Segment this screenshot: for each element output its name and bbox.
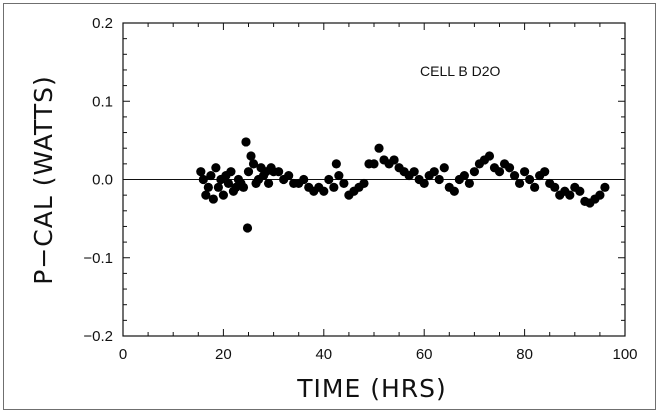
data-point: [575, 186, 585, 196]
data-point: [530, 182, 540, 192]
data-point: [514, 178, 525, 189]
data-point: [595, 190, 605, 200]
data-point: [409, 167, 419, 177]
data-point: [484, 151, 495, 161]
x-tick-label: 40: [315, 346, 332, 363]
data-point: [464, 178, 474, 189]
data-point: [263, 178, 274, 189]
data-point: [196, 167, 206, 177]
x-tick-label: 60: [416, 346, 433, 363]
data-point: [439, 163, 449, 173]
figure-frame: [3, 3, 656, 410]
x-axis-title: TIME (HRS): [296, 374, 447, 403]
data-point: [520, 167, 530, 177]
x-ticks: [122, 23, 626, 336]
data-point: [274, 167, 284, 177]
data-point: [218, 190, 228, 200]
data-points: [196, 137, 610, 233]
y-tick-label: −0.1: [83, 250, 113, 267]
data-point: [600, 182, 610, 192]
data-point: [525, 174, 535, 185]
data-point: [434, 174, 444, 185]
data-point: [550, 182, 560, 192]
y-tick-label: 0.2: [92, 15, 113, 32]
x-tick-label: 100: [612, 346, 637, 363]
data-point: [248, 159, 259, 169]
data-point: [429, 167, 439, 177]
annotation-cell-label: CELL B D2O: [420, 63, 501, 79]
data-point: [449, 186, 459, 196]
data-point: [243, 167, 254, 177]
data-point: [565, 190, 575, 200]
data-point: [299, 174, 309, 185]
data-point: [226, 167, 236, 177]
data-point: [208, 194, 218, 204]
data-point: [242, 223, 253, 233]
data-point: [509, 170, 520, 181]
data-point: [339, 178, 349, 189]
data-point: [374, 143, 384, 153]
data-point: [198, 174, 208, 185]
y-ticks: [123, 22, 625, 337]
x-tick-labels: 0 20 40 60 80 100: [119, 346, 638, 363]
data-point: [246, 151, 256, 161]
data-point: [494, 167, 505, 177]
data-point: [238, 182, 249, 192]
x-tick-label: 20: [215, 346, 232, 363]
data-point: [201, 190, 211, 200]
data-point: [324, 174, 334, 185]
data-point: [329, 182, 339, 192]
data-point: [419, 178, 429, 189]
x-tick-label: 80: [516, 346, 533, 363]
y-tick-labels: 0.2 0.1 0.0 −0.1 −0.2: [83, 15, 113, 345]
y-tick-label: −0.2: [83, 328, 113, 345]
data-point: [284, 170, 294, 181]
data-point: [319, 186, 329, 196]
data-point: [331, 159, 341, 169]
x-tick-label: 0: [119, 346, 127, 363]
data-point: [469, 167, 479, 177]
data-point: [211, 163, 221, 173]
data-point: [206, 170, 216, 181]
data-point: [334, 170, 344, 181]
data-point: [223, 178, 234, 189]
data-point: [369, 159, 379, 169]
data-point: [213, 182, 223, 192]
data-point: [504, 163, 515, 173]
data-point: [389, 155, 399, 165]
y-tick-label: 0.0: [92, 172, 113, 189]
data-point: [203, 182, 213, 192]
y-axis-title: P−CAL (WATTS): [29, 75, 58, 284]
y-tick-label: 0.1: [92, 93, 113, 110]
data-point: [359, 178, 369, 189]
data-point: [459, 170, 469, 181]
data-point: [241, 137, 251, 147]
data-point: [540, 167, 550, 177]
